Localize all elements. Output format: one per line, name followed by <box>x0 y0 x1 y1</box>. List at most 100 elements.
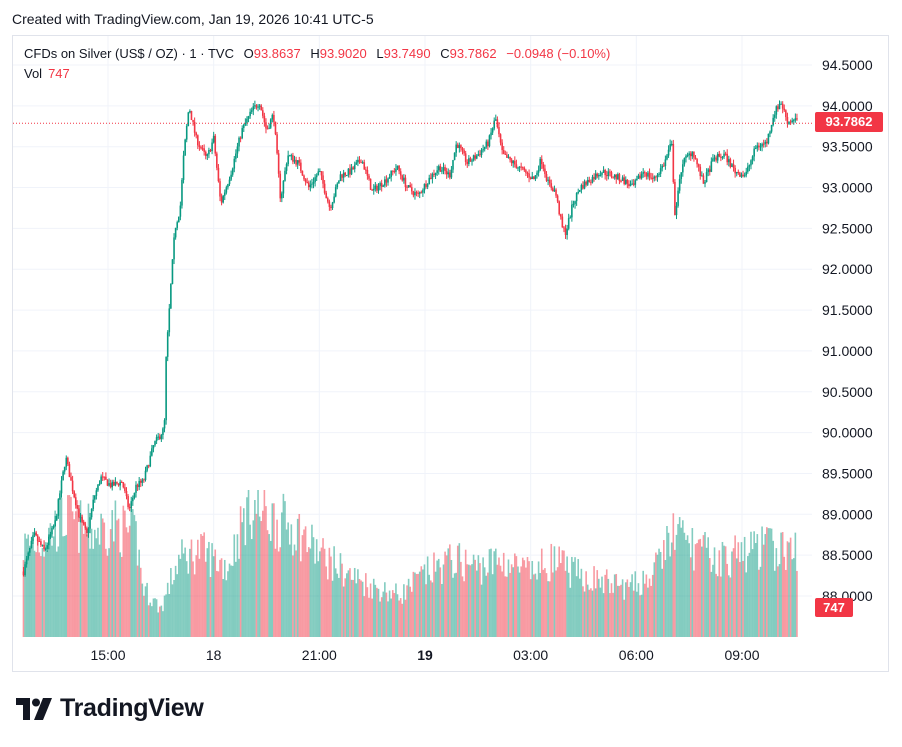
candle-body <box>507 156 510 158</box>
candle-body <box>452 160 454 170</box>
candle-body <box>135 484 137 493</box>
candle-body <box>262 110 264 116</box>
candle-body <box>79 517 82 519</box>
candle-body <box>529 177 532 180</box>
candle-body <box>311 183 313 185</box>
candle-body <box>651 177 654 179</box>
candle-body <box>149 455 152 467</box>
candle-body <box>246 118 248 123</box>
volume-bar <box>114 500 117 637</box>
candle-body <box>319 171 321 173</box>
candle-body <box>766 141 768 144</box>
volume-bar <box>553 546 556 637</box>
volume-bar <box>479 563 481 637</box>
time-tick-label: 19 <box>417 647 433 663</box>
volume-bar <box>686 535 689 637</box>
volume-bar <box>195 555 198 637</box>
volume-bar <box>536 579 538 637</box>
volume-bar <box>556 567 559 637</box>
candle-body <box>146 465 148 471</box>
chart-legend: CFDs on Silver (US$ / OZ) · 1 · TVC O93.… <box>24 46 610 61</box>
candle-body <box>128 507 131 509</box>
candle-body <box>656 174 659 178</box>
candle-body <box>388 177 391 179</box>
time-tick-label: 21:00 <box>302 647 337 663</box>
volume-bar <box>518 572 521 637</box>
candle-body <box>414 192 416 196</box>
volume-bar <box>683 532 686 637</box>
candle-body <box>477 154 480 156</box>
low-value: 93.7490 <box>383 46 431 61</box>
candle-body <box>136 484 139 488</box>
candles <box>22 100 798 577</box>
volume-bar <box>559 563 562 637</box>
volume-bar <box>287 522 289 637</box>
candle-body <box>567 218 570 229</box>
candle-body <box>422 190 424 193</box>
volume-bar <box>262 510 264 637</box>
time-tick-label: 15:00 <box>90 647 125 663</box>
volume-bar <box>626 579 629 637</box>
price-tick-label: 94.0000 <box>822 98 873 114</box>
volume-bar <box>163 595 166 637</box>
volume-bar <box>499 565 502 637</box>
volume-bar <box>312 537 315 637</box>
volume-bar <box>187 573 190 637</box>
candle-body <box>38 540 41 542</box>
volume-bar <box>43 556 45 637</box>
volume-bar <box>607 578 610 637</box>
volume-bar <box>27 534 30 637</box>
time-tick-label: 03:00 <box>513 647 548 663</box>
candle-body <box>533 176 535 180</box>
candle-body <box>74 497 77 506</box>
volume-bar <box>95 538 98 637</box>
candle-body <box>540 158 543 165</box>
candle-body <box>460 145 462 149</box>
volume-bar <box>269 540 272 637</box>
volume-bar <box>766 527 768 637</box>
volume-bar <box>575 576 578 637</box>
volume-bar <box>74 511 77 637</box>
volume-bar <box>699 538 702 637</box>
candle-body <box>577 191 580 194</box>
candle-body <box>780 103 782 105</box>
volume-bar <box>734 535 736 637</box>
candle-body <box>204 151 207 156</box>
chart-frame[interactable] <box>12 35 889 672</box>
tradingview-brand[interactable]: TradingView <box>16 694 204 723</box>
candle-body <box>282 180 285 194</box>
candle-body <box>268 127 270 129</box>
volume-bar <box>571 556 573 637</box>
candle-body <box>111 481 114 488</box>
volume-bar <box>716 576 719 637</box>
candle-body <box>415 192 418 194</box>
volume-bar <box>307 547 310 637</box>
volume-bar <box>745 572 748 637</box>
candle-body <box>718 154 721 157</box>
volume-bar <box>498 557 500 637</box>
candle-body <box>323 183 326 193</box>
volume-bar <box>445 555 448 637</box>
volume-bar <box>177 554 180 637</box>
volume-bar <box>407 578 410 637</box>
candle-body <box>439 166 442 172</box>
volume-bar <box>204 561 207 637</box>
volume-bar <box>277 551 280 637</box>
candle-body <box>525 170 527 173</box>
volume-bar <box>288 544 291 637</box>
candle-body <box>724 153 727 155</box>
candle-body <box>29 547 31 553</box>
volume-bar <box>113 541 115 637</box>
price-tick-label: 93.5000 <box>822 139 873 155</box>
volume-bar <box>355 583 358 637</box>
candle-body <box>339 174 342 181</box>
volume-bar <box>143 595 145 637</box>
volume-bar <box>216 570 218 637</box>
candle-body <box>296 160 299 165</box>
candle-body <box>266 128 269 130</box>
candle-body <box>114 481 117 486</box>
candle-body <box>609 171 611 173</box>
volume-bar <box>640 594 643 637</box>
low-label: L <box>376 46 384 61</box>
